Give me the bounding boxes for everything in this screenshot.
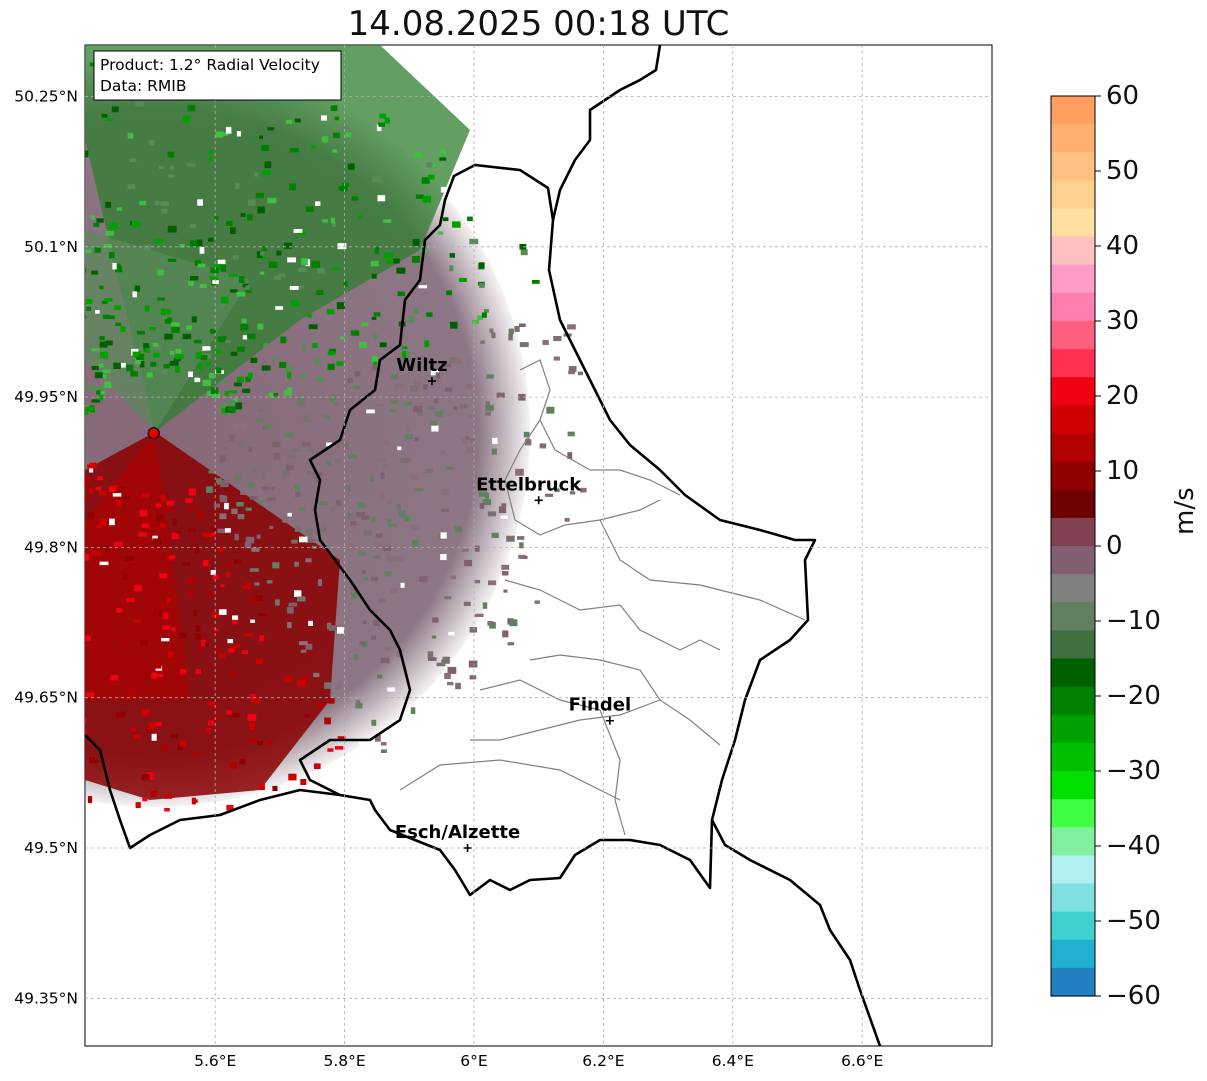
city-label: Ettelbruck [476, 474, 582, 495]
colorbar-segment [1051, 321, 1095, 350]
colorbar-segment [1051, 742, 1095, 772]
colorbar-segment [1051, 292, 1095, 322]
radar-site-marker [147, 427, 160, 440]
city-cross-icon [534, 496, 543, 505]
city-ettelbruck: Ettelbruck [476, 474, 582, 505]
colorbar-segment [1051, 152, 1095, 181]
colorbar-segment [1051, 658, 1095, 688]
colorbar-tick-label: 60 [1106, 81, 1140, 111]
colorbar-tick-label: 0 [1106, 531, 1123, 561]
lat-tick-label: 50.1°N [24, 238, 78, 256]
lat-tick-label: 49.5°N [24, 839, 78, 857]
colorbar-segment [1051, 939, 1095, 969]
colorbar-segment [1051, 827, 1095, 856]
echo-speckle [85, 62, 587, 812]
colorbar-segment [1051, 349, 1095, 378]
chart-title: 14.08.2025 00:18 UTC [347, 4, 730, 44]
city-wiltz: Wiltz [396, 355, 448, 386]
info-data-source: Data: RMIB [100, 77, 187, 95]
lat-tick-label: 49.35°N [14, 989, 78, 1007]
lon-tick-label: 5.6°E [194, 1052, 236, 1070]
colorbar-tick-label: −20 [1106, 681, 1161, 711]
colorbar-tick-label: −30 [1106, 756, 1161, 786]
city-esch-alzette: Esch/Alzette [395, 822, 520, 852]
colorbar-tick-label: −50 [1106, 906, 1161, 936]
colorbar-segment [1051, 405, 1095, 435]
info-box: Product: 1.2° Radial Velocity Data: RMIB [93, 50, 342, 101]
colorbar-segment [1051, 686, 1095, 716]
city-label: Wiltz [396, 355, 447, 376]
lat-tick-label: 50.25°N [14, 88, 78, 106]
colorbar-segment [1051, 124, 1095, 153]
city-cross-icon [605, 716, 614, 725]
colorbar-segment [1051, 180, 1095, 210]
city-label: Esch/Alzette [395, 822, 520, 843]
lat-tick-label: 49.65°N [14, 689, 78, 707]
colorbar-tick-label: 10 [1106, 456, 1140, 486]
colorbar-tick-label: −40 [1106, 831, 1161, 861]
canton-borders [399, 359, 806, 836]
longitude-tick-labels: 5.6°E 5.8°E 6°E 6.2°E 6.4°E 6.6°E [194, 1052, 883, 1070]
country-borders [85, 45, 882, 1046]
latitude-tick-labels: 50.25°N 50.1°N 49.95°N 49.8°N 49.65°N 49.5°N 4… [14, 88, 78, 1008]
colorbar-segment [1051, 855, 1095, 885]
lon-tick-label: 6.2°E [582, 1052, 624, 1070]
colorbar-segment [1051, 714, 1095, 744]
city-cross-icon [463, 844, 472, 852]
colorbar-tick-label: −60 [1106, 981, 1161, 1011]
colorbar-segment [1051, 883, 1095, 913]
colorbar-segment [1051, 967, 1095, 997]
city-cross-icon [427, 377, 436, 386]
colorbar-segment [1051, 546, 1095, 575]
lon-tick-label: 6°E [460, 1052, 487, 1070]
lon-tick-label: 6.4°E [712, 1052, 754, 1070]
colorbar-segment [1051, 799, 1095, 828]
colorbar-tick-label: 30 [1106, 306, 1140, 336]
lon-tick-label: 5.8°E [323, 1052, 365, 1070]
colorbar-segment [1051, 489, 1095, 519]
colorbar-segment [1051, 433, 1095, 463]
colorbar-segment [1051, 517, 1095, 547]
city-label: Findel [569, 695, 632, 716]
colorbar-segment [1051, 461, 1095, 491]
colorbar-segment [1051, 602, 1095, 631]
lat-tick-label: 49.8°N [24, 538, 78, 556]
colorbar-segment [1051, 574, 1095, 603]
colorbar-unit-label: m/s [1170, 487, 1200, 535]
colorbar-segment [1051, 264, 1095, 294]
colorbar-tick-label: 50 [1106, 156, 1140, 186]
colorbar-segment [1051, 911, 1095, 941]
gridlines [85, 45, 992, 1046]
colorbar-segment [1051, 771, 1095, 800]
lat-tick-label: 49.95°N [14, 388, 78, 406]
colorbar-tick-label: −10 [1106, 606, 1161, 636]
colorbar-segment [1051, 377, 1095, 406]
lon-tick-label: 6.6°E [841, 1052, 883, 1070]
colorbar-tick-label: 40 [1106, 231, 1140, 261]
city-markers: Wiltz Ettelbruck Findel Esch/Alzette [395, 355, 631, 852]
info-product: Product: 1.2° Radial Velocity [100, 56, 320, 74]
echo-field [85, 45, 530, 807]
colorbar-segment [1051, 96, 1095, 125]
colorbar-tick-label: 20 [1106, 381, 1140, 411]
city-findel: Findel [569, 695, 632, 725]
colorbar-segment [1051, 236, 1095, 266]
colorbar-segment [1051, 208, 1095, 238]
colorbar [1050, 95, 1101, 997]
colorbar-segment [1051, 630, 1095, 660]
